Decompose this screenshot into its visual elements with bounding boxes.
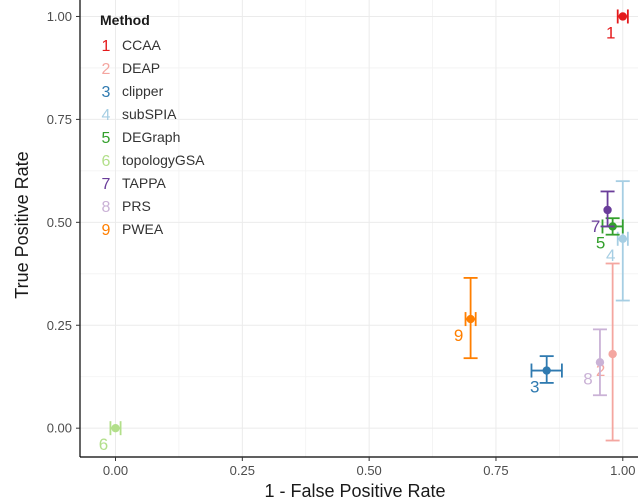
y-tick-label: 0.25 bbox=[47, 318, 72, 333]
y-tick-label: 0.00 bbox=[47, 421, 72, 436]
legend-label: PRS bbox=[122, 198, 151, 214]
legend-key: 3 bbox=[102, 84, 111, 101]
x-tick-label: 0.25 bbox=[230, 463, 255, 478]
legend-label: DEAP bbox=[122, 60, 160, 76]
legend-key: 8 bbox=[102, 199, 111, 216]
legend-label: topologyGSA bbox=[122, 152, 205, 168]
data-point bbox=[603, 206, 611, 214]
y-axis-ticks: 0.00 0.25 0.50 0.75 1.00 bbox=[47, 9, 80, 436]
legend-title: Method bbox=[100, 12, 150, 28]
x-tick-label: 0.50 bbox=[356, 463, 381, 478]
legend-key: 7 bbox=[102, 176, 111, 193]
legend-item-PRS: 8 PRS bbox=[102, 198, 151, 216]
legend-label: PWEA bbox=[122, 221, 164, 237]
legend-key: 4 bbox=[102, 107, 111, 124]
point-label: 3 bbox=[530, 378, 539, 397]
legend-key: 9 bbox=[102, 222, 111, 239]
legend-label: TAPPA bbox=[122, 175, 166, 191]
point-label: 5 bbox=[596, 233, 605, 252]
data-point bbox=[608, 350, 616, 358]
y-tick-label: 1.00 bbox=[47, 9, 72, 24]
y-tick-label: 0.75 bbox=[47, 112, 72, 127]
data-point bbox=[596, 358, 604, 366]
data-point bbox=[619, 235, 627, 243]
y-axis-title: True Positive Rate bbox=[12, 151, 32, 298]
plot-panel bbox=[80, 0, 638, 457]
x-tick-label: 1.00 bbox=[610, 463, 635, 478]
point-label: 8 bbox=[583, 369, 592, 388]
legend-label: subSPIA bbox=[122, 106, 177, 122]
point-label: 1 bbox=[606, 23, 615, 42]
x-axis-ticks: 0.00 0.25 0.50 0.75 1.00 bbox=[103, 457, 636, 478]
point-label: 9 bbox=[454, 326, 463, 345]
legend-label: clipper bbox=[122, 83, 164, 99]
legend-key: 2 bbox=[102, 61, 111, 78]
point-label: 4 bbox=[606, 246, 615, 265]
x-tick-label: 0.75 bbox=[483, 463, 508, 478]
data-point bbox=[111, 424, 119, 432]
y-tick-label: 0.50 bbox=[47, 215, 72, 230]
point-label: 6 bbox=[99, 435, 108, 454]
legend-key: 1 bbox=[102, 38, 111, 55]
legend-label: CCAA bbox=[122, 37, 162, 53]
legend-key: 6 bbox=[102, 153, 111, 170]
x-axis-title: 1 - False Positive Rate bbox=[264, 481, 445, 501]
x-tick-label: 0.00 bbox=[103, 463, 128, 478]
data-point bbox=[542, 366, 550, 374]
legend-item-DEAP: 2 DEAP bbox=[102, 60, 161, 78]
data-point bbox=[466, 315, 474, 323]
legend-key: 5 bbox=[102, 130, 111, 147]
data-point bbox=[619, 12, 627, 20]
point-label: 7 bbox=[591, 217, 600, 236]
legend-label: DEGraph bbox=[122, 129, 180, 145]
